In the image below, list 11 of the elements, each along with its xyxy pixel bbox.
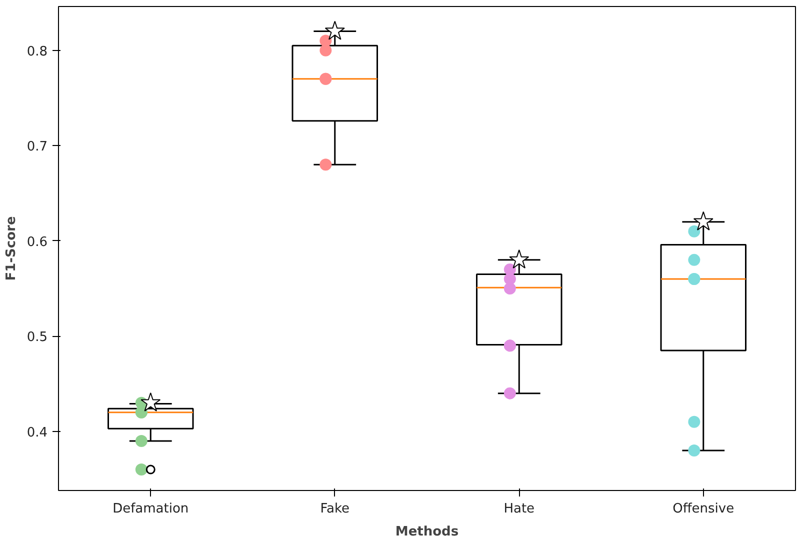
x-tick-label: Defamation — [112, 502, 189, 516]
x-tick-label: Hate — [504, 502, 535, 516]
y-tick-label: 0.8 — [26, 44, 48, 60]
y-tick-label: 0.6 — [26, 234, 48, 250]
x-axis-title: Methods — [395, 524, 459, 540]
x-tick-label: Offensive — [672, 502, 734, 516]
y-axis-title: F1-Score — [4, 216, 19, 281]
x-tick-label: Fake — [320, 502, 350, 516]
y-tick-label: 0.7 — [26, 140, 48, 155]
y-tick-label: 0.4 — [26, 425, 48, 440]
y-tick-label: 0.5 — [26, 330, 48, 346]
